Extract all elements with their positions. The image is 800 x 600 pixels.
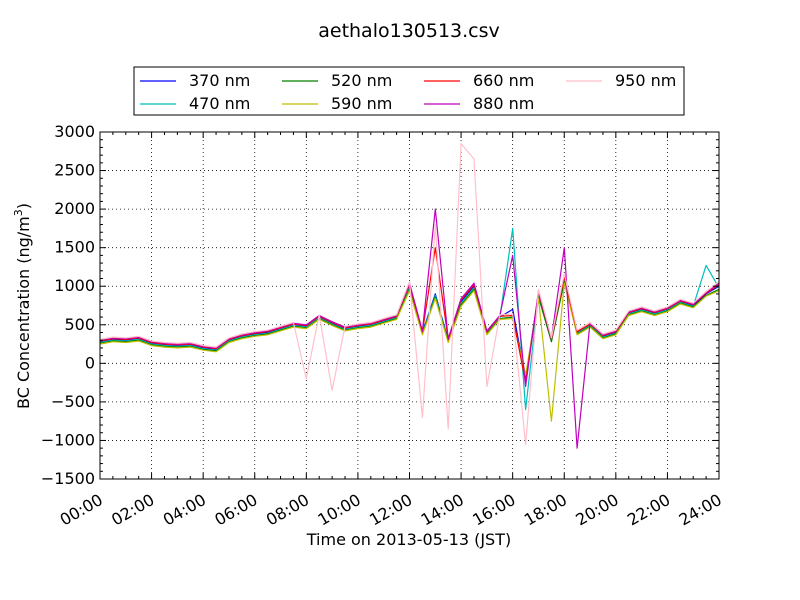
y-tick-label: 3000 (54, 122, 95, 141)
legend-entry: 590 nm (331, 94, 392, 113)
y-tick-label: −1000 (41, 430, 95, 449)
x-tick-label: 04:00 (160, 490, 209, 530)
y-tick-label: 1000 (54, 276, 95, 295)
y-tick-label: −500 (51, 392, 95, 411)
y-axis-label: BC Concentration (ng/m3) (12, 203, 33, 409)
y-tick-label: 0 (85, 353, 95, 372)
legend-entry: 950 nm (615, 71, 676, 90)
legend-entry: 880 nm (473, 94, 534, 113)
y-tick-labels: −1500 −1000 −500 0 500 1000 1500 2000 2500 3000 (41, 122, 95, 488)
x-tick-label: 12:00 (366, 490, 415, 530)
x-tick-label: 10:00 (314, 490, 363, 530)
chart-title: aethalo130513.csv (318, 20, 500, 42)
legend-entry: 470 nm (189, 94, 250, 113)
x-tick-label: 00:00 (57, 490, 106, 530)
y-tick-label: 1500 (54, 238, 95, 257)
x-tick-label: 24:00 (676, 490, 725, 530)
x-tick-label: 22:00 (624, 490, 673, 530)
grid-lines (100, 132, 719, 479)
legend-box (133, 66, 685, 116)
y-tick-label: −1500 (41, 469, 95, 488)
x-tick-label: 08:00 (263, 490, 312, 530)
plot-frame (99, 131, 720, 480)
y-axis-label-main: BC Concentration (ng/m (14, 216, 33, 409)
y-tick-label: 2500 (54, 161, 95, 180)
legend-entry: 520 nm (331, 71, 392, 90)
x-tick-label: 06:00 (211, 490, 260, 530)
x-tick-label: 02:00 (108, 490, 157, 530)
x-tick-label: 20:00 (572, 490, 621, 530)
y-tick-label: 2000 (54, 199, 95, 218)
x-tick-labels: 00:00 02:00 04:00 06:00 08:00 10:00 12:00 14:00… (57, 490, 725, 530)
series-lines (99, 143, 720, 449)
x-axis-label: Time on 2013-05-13 (JST) (306, 530, 511, 549)
legend-entry: 370 nm (189, 71, 250, 90)
y-axis-label-sup: 3 (12, 209, 25, 216)
x-tick-label: 18:00 (521, 490, 570, 530)
series-line (99, 282, 720, 422)
x-tick-label: 14:00 (418, 490, 467, 530)
y-axis-label-close: ) (14, 203, 33, 209)
legend: 370 nm 470 nm 520 nm 590 nm 660 nm 880 nm 950 … (133, 66, 685, 116)
series-line (99, 143, 720, 445)
legend-entry: 660 nm (473, 71, 534, 90)
x-tick-label: 16:00 (469, 490, 518, 530)
y-tick-label: 500 (64, 315, 95, 334)
